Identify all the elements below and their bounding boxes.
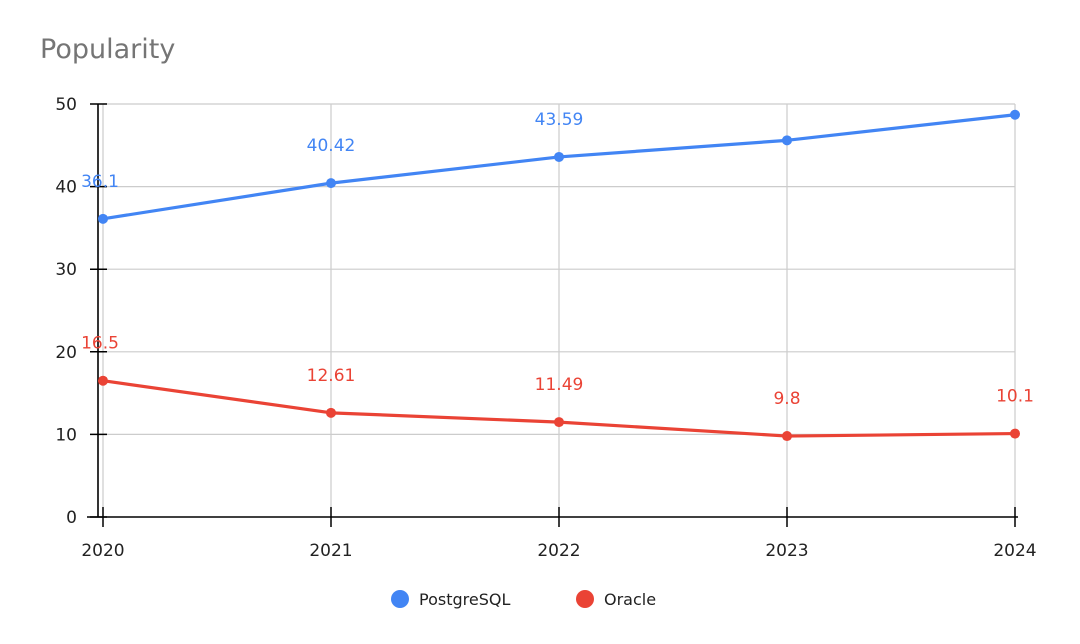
- data-point-postgresql: [554, 151, 564, 162]
- data-label-oracle: 10.1: [996, 387, 1034, 407]
- legend-marker-postgresql: [391, 590, 409, 608]
- data-label-postgresql: 40.42: [307, 136, 356, 156]
- legend-marker-oracle: [576, 590, 594, 608]
- data-point-oracle: [1010, 428, 1020, 439]
- y-tick-label: 0: [66, 508, 77, 528]
- data-labels: 36.1 40.42 43.59 16.5 12.61 11.49 9.8 10.1: [81, 110, 1034, 409]
- x-tick-label: 2023: [765, 541, 808, 561]
- x-tick-label: 2021: [309, 541, 352, 561]
- chart-title: Popularity: [40, 34, 175, 65]
- data-label-oracle: 11.49: [535, 375, 584, 395]
- data-label-oracle: 12.61: [307, 366, 356, 386]
- x-tick-label: 2024: [993, 541, 1036, 561]
- data-point-postgresql: [326, 178, 336, 189]
- data-point-oracle: [782, 431, 792, 442]
- data-point-postgresql: [782, 135, 792, 146]
- data-point-postgresql: [98, 213, 108, 224]
- grid: [102, 103, 1016, 517]
- legend: PostgreSQL Oracle: [391, 590, 656, 609]
- data-label-postgresql: 43.59: [535, 110, 584, 130]
- y-tick-label: 40: [55, 178, 77, 198]
- data-label-oracle: 16.5: [81, 334, 119, 354]
- y-tick-label: 50: [55, 95, 77, 115]
- legend-label-postgresql: PostgreSQL: [419, 590, 510, 609]
- y-tick-label: 20: [55, 343, 77, 363]
- y-tick-label: 10: [55, 425, 77, 445]
- data-point-postgresql: [1010, 109, 1020, 120]
- legend-label-oracle: Oracle: [604, 590, 656, 609]
- data-label-oracle: 9.8: [773, 389, 800, 409]
- series-layer: [98, 109, 1020, 442]
- legend-item-oracle: Oracle: [576, 590, 656, 609]
- x-tick-label: 2022: [537, 541, 580, 561]
- y-tick-label: 30: [55, 260, 77, 280]
- legend-item-postgresql: PostgreSQL: [391, 590, 510, 609]
- axes: 0 10 20 30 40 50 2020 2021 2022 2023 2024: [55, 95, 1036, 561]
- x-tick-label: 2020: [81, 541, 124, 561]
- data-point-oracle: [326, 407, 336, 418]
- data-point-oracle: [554, 417, 564, 428]
- data-point-oracle: [98, 375, 108, 386]
- data-label-postgresql: 36.1: [81, 172, 119, 192]
